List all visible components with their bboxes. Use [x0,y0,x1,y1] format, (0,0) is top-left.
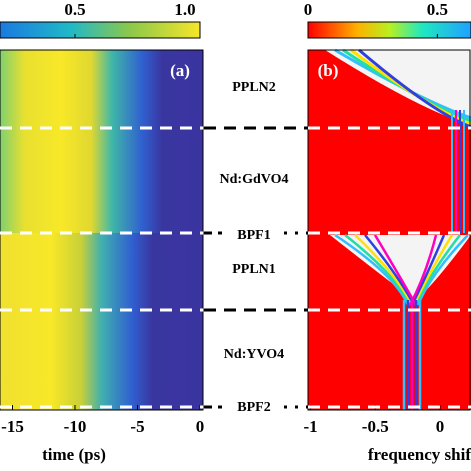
panel-label: (b) [318,61,339,80]
heatmap-feature [354,234,414,306]
stage-label: Nd:YVO4 [224,347,284,362]
colorbar-tick-label: 0 [304,0,313,19]
stage-label: Nd:GdVO4 [220,172,289,187]
x-tick-label: -15 [1,417,24,436]
stage-label: PPLN1 [232,262,276,277]
heatmap-feature [334,233,410,306]
x-tick-label: -5 [130,417,144,436]
stage-label: BPF2 [237,400,270,415]
x-tick-label: 0 [436,417,445,436]
x-axis-label: time (ps) [42,445,106,464]
x-tick-label: -10 [64,417,87,436]
heatmap-feature [358,48,471,129]
heatmap-feature [344,234,412,306]
heatmap-feature [412,234,454,306]
x-tick-label: -1 [304,417,318,436]
colorbar-tick-label: 0.5 [64,0,85,19]
panel-label: (a) [170,61,190,80]
colorbar [307,21,471,39]
heatmap-feature [364,234,416,306]
stage-label: BPF1 [237,228,270,243]
heatmap-region [0,233,203,410]
colorbar-tick-label: 0.5 [427,0,448,19]
heatmap-region [0,50,203,233]
stage-label: PPLN2 [232,80,276,95]
panel-frame [307,49,471,411]
heatmap-feature [416,234,469,306]
heatmap-feature [410,234,446,306]
heatmap-feature [414,234,461,306]
colorbar [0,21,201,39]
x-axis-label: frequency shif [368,445,471,464]
x-tick-label: 0 [196,417,205,436]
colorbar-tick-label: 1.0 [174,0,195,19]
x-tick-label: -0.5 [362,417,389,436]
panel-frame [0,49,204,411]
heatmap-feature [408,234,438,306]
